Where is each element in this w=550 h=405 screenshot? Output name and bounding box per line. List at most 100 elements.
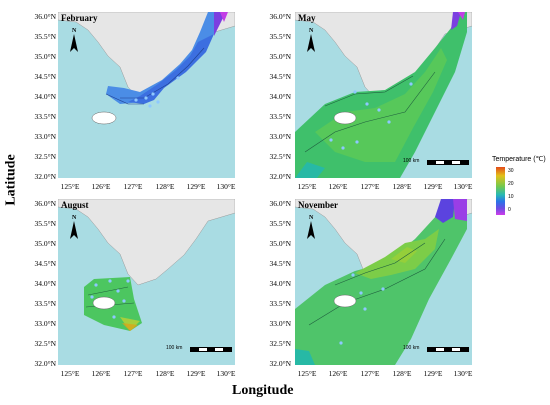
scale-bar-label: 100 km (403, 345, 420, 351)
scale-bar-label: 100 km (166, 345, 183, 351)
lat-tick: 34.5°N (269, 72, 291, 81)
scale-bar: 100 km (166, 345, 234, 355)
station-marker (90, 295, 94, 299)
lat-tick: 32.0°N (34, 359, 56, 368)
station-marker (329, 138, 333, 142)
scale-bar-label: 100 km (403, 158, 420, 164)
north-arrow-icon (70, 34, 78, 52)
lat-tick: 35.5°N (269, 32, 291, 41)
lat-tick: 35.0°N (269, 239, 291, 248)
lat-tick: 32.5°N (34, 152, 56, 161)
legend-tick: 0 (508, 207, 511, 213)
map-panel-february: February N (58, 12, 235, 178)
lon-tick: 128°E (155, 369, 175, 378)
lon-tick: 127°E (360, 369, 380, 378)
lon-tick: 126°E (91, 369, 111, 378)
lat-ticks-may: 36.0°N 35.5°N 35.0°N 34.5°N 34.0°N 33.5°… (255, 12, 291, 181)
legend-title: Temperature (℃) (492, 156, 546, 163)
lon-tick: 130°E (453, 369, 473, 378)
legend-color-bar (496, 167, 505, 215)
station-marker (339, 341, 343, 345)
lat-tick: 35.0°N (34, 52, 56, 61)
station-marker (148, 104, 152, 108)
lon-tick: 127°E (123, 182, 143, 191)
lat-ticks-november: 36.0°N 35.5°N 35.0°N 34.5°N 34.0°N 33.5°… (255, 199, 291, 368)
station-marker (355, 140, 359, 144)
lat-tick: 32.5°N (269, 152, 291, 161)
lat-tick: 33.0°N (269, 132, 291, 141)
lat-tick: 36.0°N (34, 199, 56, 208)
lat-tick: 35.5°N (269, 219, 291, 228)
lon-tick: 126°E (328, 182, 348, 191)
lat-tick: 36.0°N (34, 12, 56, 21)
station-marker (122, 299, 126, 303)
scale-bar: 100 km (403, 158, 471, 168)
lat-tick: 36.0°N (269, 12, 291, 21)
panel-title-august: August (61, 200, 89, 210)
map-panel-august: August N 100 km (58, 199, 235, 365)
station-marker (409, 82, 413, 86)
lon-tick: 129°E (423, 369, 443, 378)
lon-ticks-november: 125°E 126°E 127°E 128°E 129°E 130°E (295, 369, 473, 379)
panel-title-may: May (298, 13, 316, 23)
lon-tick: 130°E (216, 182, 236, 191)
longitude-axis-title: Longitude (232, 383, 294, 398)
lat-tick: 33.0°N (269, 319, 291, 328)
lat-tick: 34.0°N (269, 279, 291, 288)
north-arrow-icon (307, 221, 315, 239)
lon-tick: 129°E (186, 369, 206, 378)
station-marker (359, 291, 363, 295)
lon-tick: 130°E (453, 182, 473, 191)
lon-tick: 125°E (60, 182, 80, 191)
lat-tick: 34.5°N (269, 259, 291, 268)
lon-tick: 128°E (392, 369, 412, 378)
station-marker (144, 96, 148, 100)
station-marker (377, 108, 381, 112)
lat-ticks-august: 36.0°N 35.5°N 35.0°N 34.5°N 34.0°N 33.5°… (20, 199, 56, 368)
lat-tick: 33.0°N (34, 132, 56, 141)
lon-tick: 127°E (360, 182, 380, 191)
north-label: N (309, 215, 314, 221)
lon-tick: 125°E (60, 369, 80, 378)
lat-tick: 33.5°N (269, 112, 291, 121)
station-marker (341, 146, 345, 150)
lon-tick: 129°E (186, 182, 206, 191)
north-arrow-icon (70, 221, 78, 239)
lat-tick: 34.5°N (34, 72, 56, 81)
station-marker (353, 90, 357, 94)
lon-tick: 127°E (123, 369, 143, 378)
station-marker (387, 120, 391, 124)
legend-tick: 20 (508, 181, 514, 187)
lon-tick: 125°E (297, 369, 317, 378)
lon-tick: 129°E (423, 182, 443, 191)
north-label: N (72, 215, 77, 221)
station-marker (116, 289, 120, 293)
lon-tick: 126°E (91, 182, 111, 191)
lon-tick: 128°E (155, 182, 175, 191)
legend-tick: 30 (508, 168, 514, 174)
lat-tick: 35.0°N (269, 52, 291, 61)
lon-tick: 125°E (297, 182, 317, 191)
lat-tick: 33.5°N (269, 299, 291, 308)
map-panel-may: May N 100 km (295, 12, 472, 178)
lat-tick: 32.0°N (269, 172, 291, 181)
station-marker (365, 102, 369, 106)
lat-tick: 33.0°N (34, 319, 56, 328)
station-marker (176, 76, 180, 80)
lat-tick: 32.5°N (269, 339, 291, 348)
temperature-legend: Temperature (℃) 30 20 10 0 (492, 155, 550, 225)
station-marker (112, 315, 116, 319)
lon-ticks-february: 125°E 126°E 127°E 128°E 129°E 130°E (58, 182, 236, 192)
map-panel-november: November N 100 km (295, 199, 472, 365)
lat-tick: 33.5°N (34, 112, 56, 121)
legend-tick: 10 (508, 194, 514, 200)
station-marker (134, 98, 138, 102)
lat-ticks-february: 36.0°N 35.5°N 35.0°N 34.5°N 34.0°N 33.5°… (20, 12, 56, 181)
station-marker (94, 283, 98, 287)
lat-tick: 35.5°N (34, 219, 56, 228)
lat-tick: 33.5°N (34, 299, 56, 308)
station-marker (363, 307, 367, 311)
panel-title-november: November (298, 200, 338, 210)
north-label: N (72, 28, 77, 34)
north-arrow-icon (307, 34, 315, 52)
